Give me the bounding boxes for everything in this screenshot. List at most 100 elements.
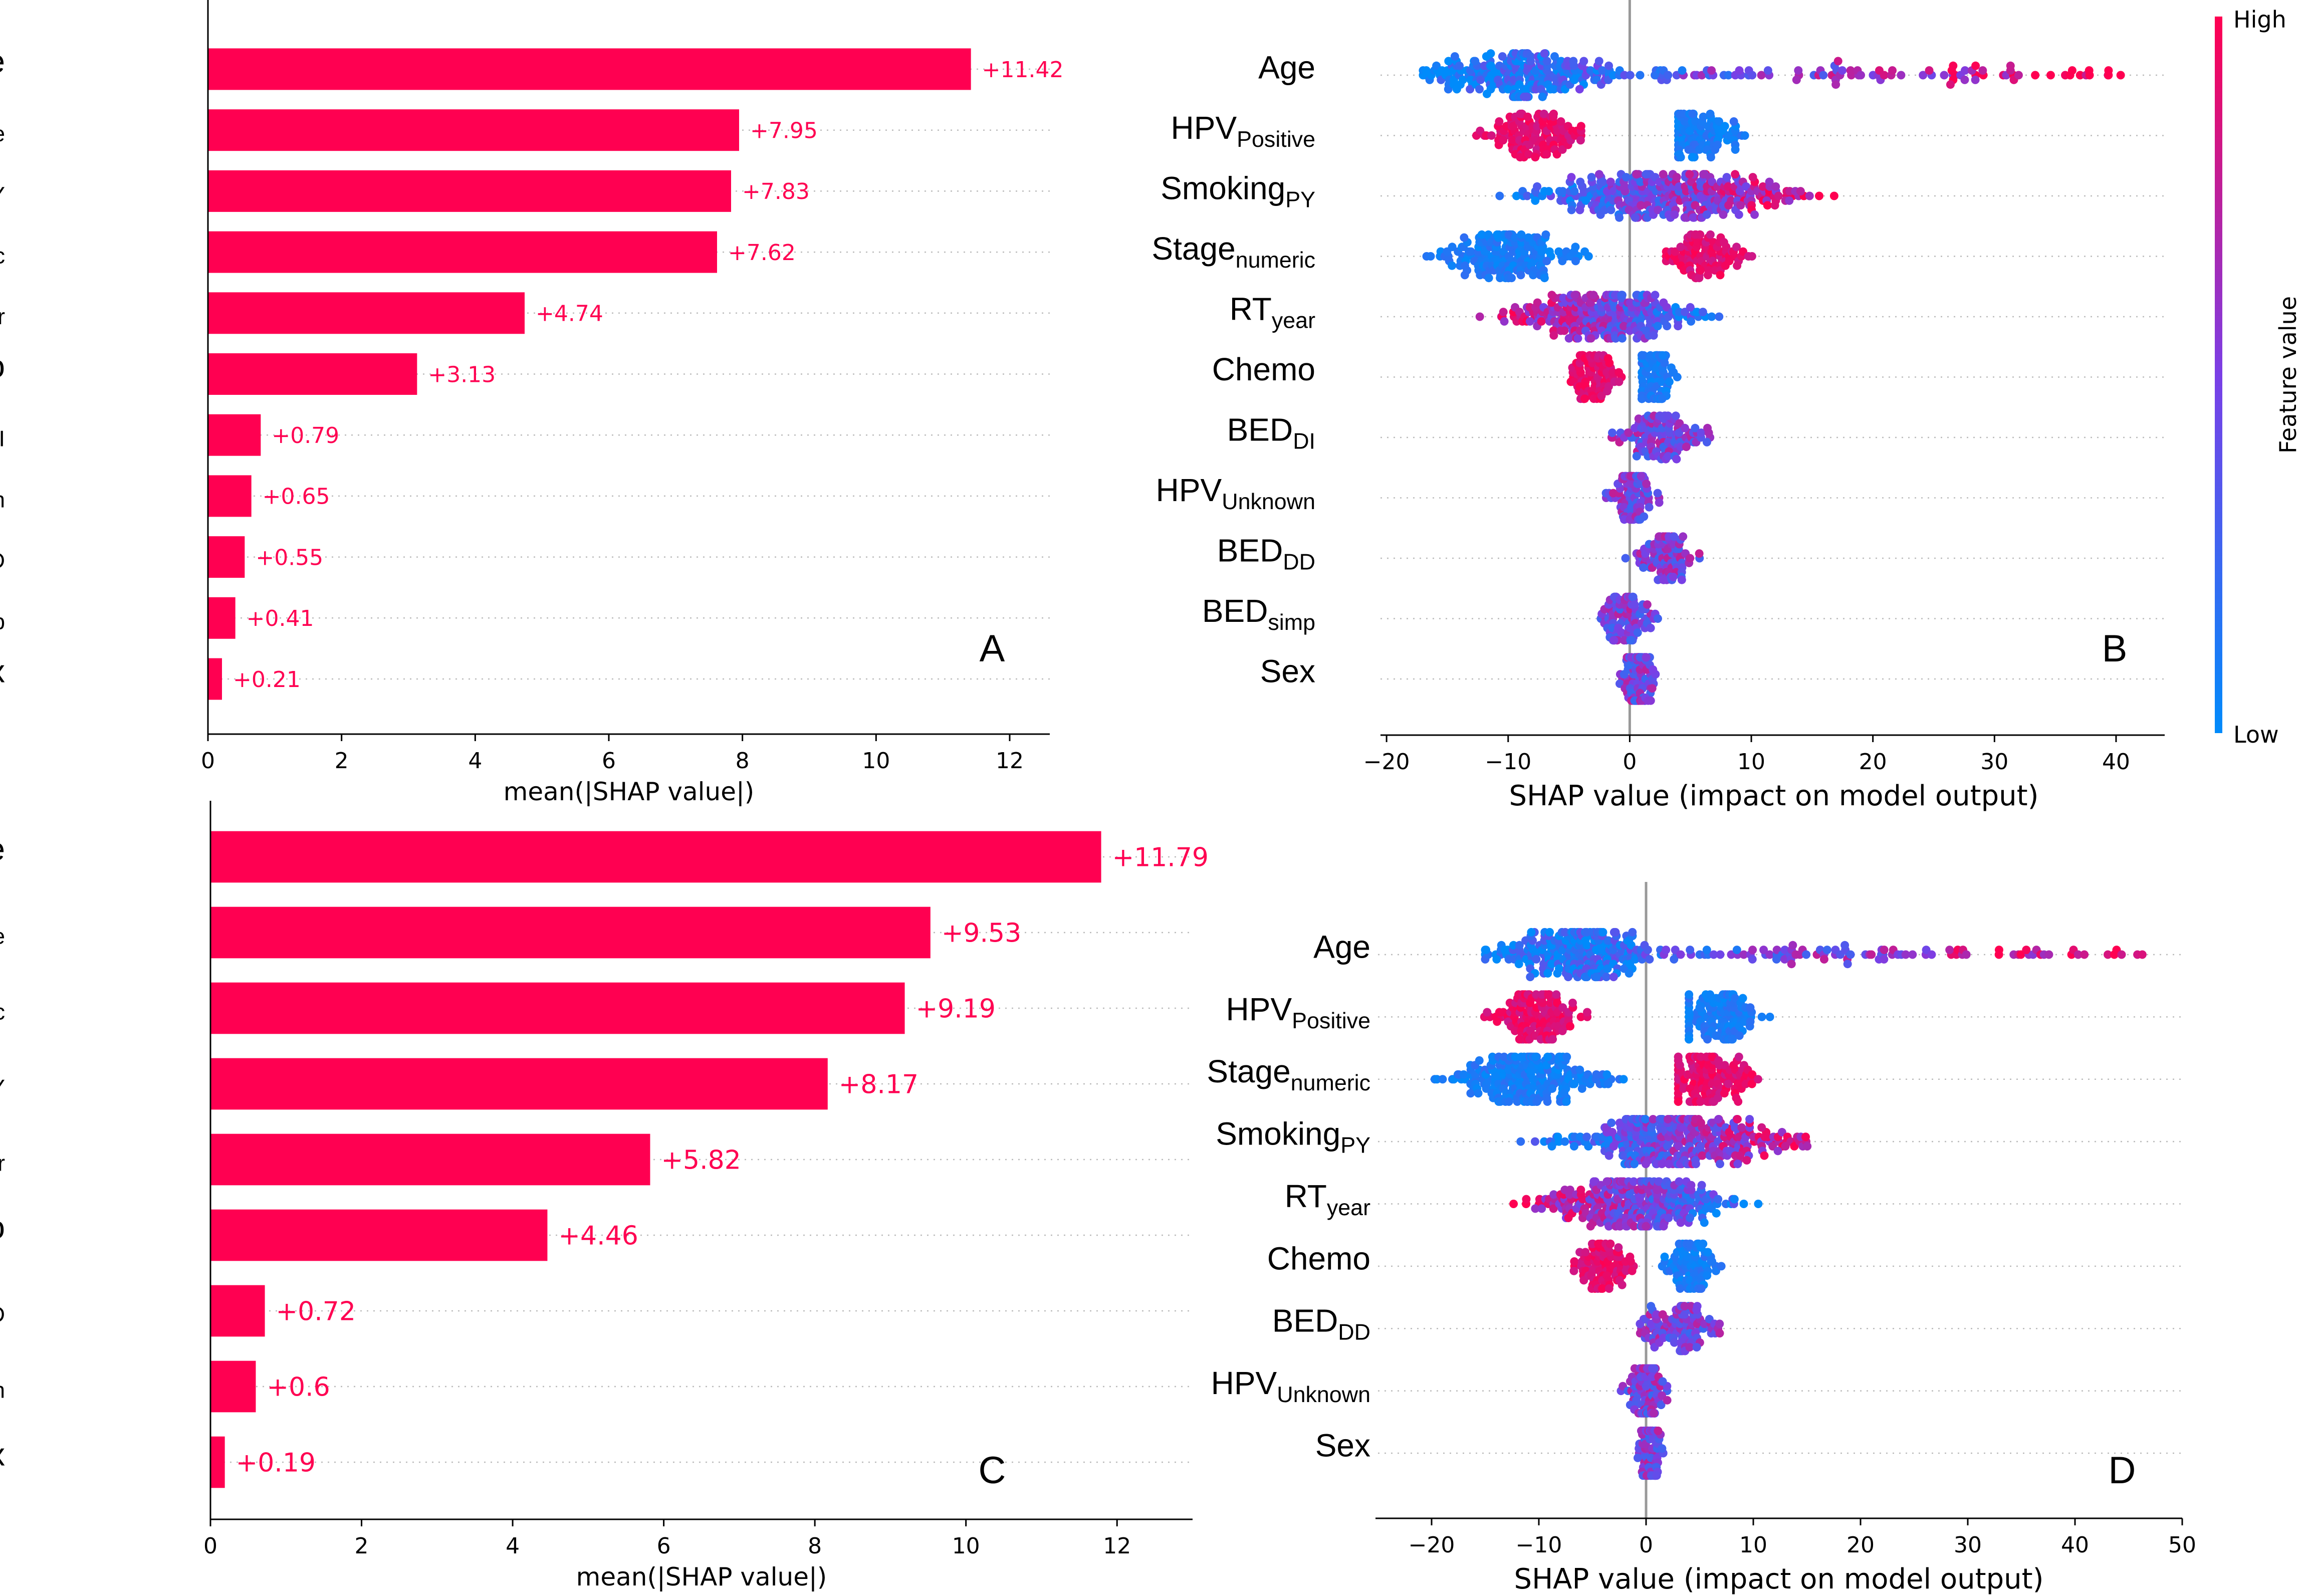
feature-label-main: HPV bbox=[1226, 991, 1292, 1027]
feature-label: Stagenumeric bbox=[1207, 1053, 1370, 1095]
shap-point bbox=[1631, 213, 1640, 222]
shap-point bbox=[1735, 66, 1744, 75]
shap-point bbox=[1691, 117, 1700, 126]
shap-point bbox=[1880, 955, 1889, 964]
shap-point bbox=[1649, 331, 1658, 340]
shap-point bbox=[1664, 1114, 1673, 1123]
shap-point bbox=[1540, 49, 1549, 58]
shap-point bbox=[2044, 950, 2053, 959]
feature-label: BEDDD bbox=[0, 1285, 5, 1327]
x-tick-label: 30 bbox=[1954, 1532, 1982, 1558]
shap-point bbox=[2022, 946, 2031, 955]
shap-point bbox=[1715, 117, 1724, 126]
shap-point bbox=[1553, 1132, 1562, 1142]
shap-point bbox=[1672, 173, 1681, 182]
feature-label: Stagenumeric bbox=[1151, 231, 1315, 273]
shap-point bbox=[1712, 1209, 1721, 1218]
shap-point bbox=[1716, 271, 1725, 280]
shap-point bbox=[1658, 394, 1667, 403]
shap-point bbox=[1801, 1132, 1810, 1142]
bar-value-label: +9.53 bbox=[942, 919, 1021, 949]
shap-point bbox=[1598, 177, 1607, 186]
shap-point bbox=[1547, 960, 1556, 969]
feature-label: RTyear bbox=[0, 287, 5, 329]
shap-point bbox=[1562, 1052, 1571, 1061]
shap-point bbox=[1788, 941, 1797, 950]
shap-point bbox=[1727, 1035, 1736, 1044]
shap-point bbox=[1978, 66, 1987, 75]
shap-point bbox=[1486, 49, 1495, 58]
shap-point bbox=[1669, 572, 1678, 581]
shap-point bbox=[1674, 1052, 1683, 1061]
shap-point bbox=[1994, 946, 2003, 955]
shap-point bbox=[1604, 936, 1613, 945]
shap-point bbox=[1509, 941, 1518, 950]
feature-label: RTyear bbox=[0, 1133, 5, 1176]
feature-label-main: Age bbox=[1313, 929, 1370, 965]
shap-point bbox=[1603, 964, 1612, 973]
shap-point bbox=[1543, 969, 1552, 978]
shap-point bbox=[2067, 66, 2076, 75]
shap-point bbox=[1897, 71, 1906, 80]
shap-point bbox=[1466, 85, 1475, 94]
shap-point bbox=[1549, 109, 1558, 118]
shap-point bbox=[1618, 291, 1627, 300]
feature-label: Age bbox=[0, 831, 5, 867]
shap-point bbox=[1662, 946, 1671, 955]
shap-point bbox=[1553, 998, 1562, 1007]
feature-label-main: Chemo bbox=[0, 1209, 5, 1245]
shap-point bbox=[1763, 66, 1772, 75]
feature-label-main: Age bbox=[1258, 49, 1315, 85]
shap-point bbox=[1587, 173, 1596, 182]
x-tick-label: 2 bbox=[335, 748, 349, 774]
x-tick-label: 10 bbox=[1737, 749, 1765, 775]
shap-point bbox=[1732, 946, 1741, 955]
shap-point bbox=[1697, 1284, 1706, 1293]
shap-point bbox=[1714, 1114, 1723, 1123]
bar-5 bbox=[210, 1133, 650, 1186]
shap-point bbox=[1734, 1097, 1743, 1106]
feature-label: HPVUnknown bbox=[0, 470, 5, 512]
shap-point bbox=[1707, 66, 1716, 75]
shap-point bbox=[1819, 955, 1828, 964]
bar-value-label: +7.62 bbox=[728, 240, 796, 266]
shap-point bbox=[1646, 623, 1655, 632]
shap-point bbox=[1526, 52, 1535, 61]
shap-point bbox=[1770, 201, 1779, 210]
shap-point bbox=[1665, 1160, 1674, 1169]
shap-point bbox=[1608, 428, 1617, 437]
shap-point bbox=[1562, 1097, 1571, 1106]
shap-point bbox=[1772, 955, 1781, 964]
shap-point bbox=[1716, 950, 1725, 959]
shap-point bbox=[1504, 1097, 1513, 1106]
shap-point bbox=[1604, 61, 1613, 70]
feature-label-main: Age bbox=[0, 831, 5, 867]
shap-point bbox=[1794, 66, 1803, 75]
shap-point bbox=[1569, 1266, 1578, 1275]
shap-point bbox=[1702, 210, 1711, 219]
shap-point bbox=[1570, 291, 1579, 300]
feature-label: Chemo bbox=[1267, 1240, 1370, 1276]
shap-point bbox=[1606, 205, 1615, 214]
bar-2 bbox=[208, 109, 739, 151]
feature-label-sub: DD bbox=[1338, 1320, 1370, 1345]
shap-point bbox=[1487, 61, 1496, 70]
shap-point bbox=[1540, 274, 1549, 283]
shap-point bbox=[1745, 1114, 1754, 1123]
shap-point bbox=[1586, 1222, 1595, 1231]
shap-point bbox=[1581, 1248, 1590, 1257]
feature-label-main: RT bbox=[1230, 291, 1272, 327]
shap-point bbox=[1748, 173, 1757, 182]
shap-point bbox=[1636, 71, 1645, 80]
shap-point bbox=[1643, 946, 1652, 955]
shap-point bbox=[1589, 291, 1598, 300]
shap-point bbox=[1492, 955, 1501, 964]
shap-point bbox=[1592, 1070, 1601, 1079]
shap-point bbox=[1659, 1222, 1668, 1231]
shap-point bbox=[1689, 213, 1698, 222]
feature-label-sub: numeric bbox=[0, 999, 5, 1024]
feature-label-main: Sex bbox=[1260, 653, 1315, 689]
bar-value-label: +0.19 bbox=[236, 1448, 316, 1478]
shap-point bbox=[1592, 973, 1601, 982]
shap-point bbox=[1658, 351, 1667, 360]
